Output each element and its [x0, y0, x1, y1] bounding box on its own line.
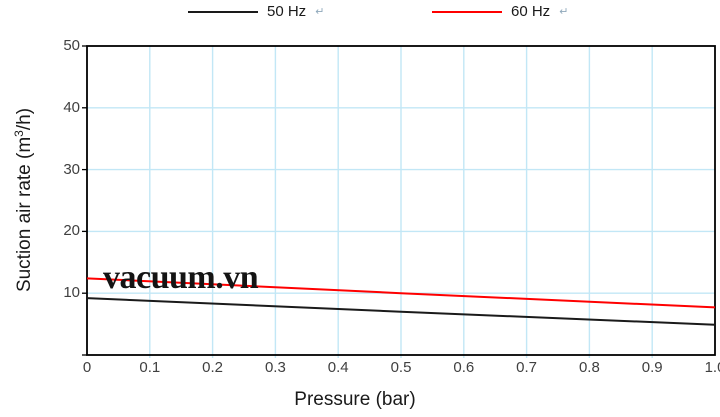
- legend-item-50hz: 50 Hz ↵: [188, 4, 324, 20]
- plot-border: [86, 45, 716, 356]
- return-mark-icon: ↵: [315, 6, 325, 18]
- watermark: vacuum.vn: [103, 259, 259, 296]
- y-axis-title: Suction air rate (m3/h): [12, 108, 36, 292]
- y-axis-title-prefix: Suction air rate (m: [14, 136, 36, 293]
- legend-label-50hz: 50 Hz: [267, 3, 307, 20]
- legend-line-swatch-60hz-icon: [432, 11, 502, 13]
- series-line-50-hz: [86, 297, 716, 326]
- x-axis-title: Pressure (bar): [294, 389, 416, 410]
- return-mark-icon: ↵: [559, 6, 569, 18]
- legend-item-60hz: 60 Hz ↵: [432, 4, 568, 20]
- legend-label-60hz: 60 Hz: [511, 3, 551, 20]
- series-line-60-hz: [86, 277, 716, 309]
- y-axis-title-suffix: /h): [14, 107, 36, 131]
- y-axis-title-superscript: 3: [11, 130, 26, 137]
- legend-line-swatch-50hz-icon: [188, 11, 258, 13]
